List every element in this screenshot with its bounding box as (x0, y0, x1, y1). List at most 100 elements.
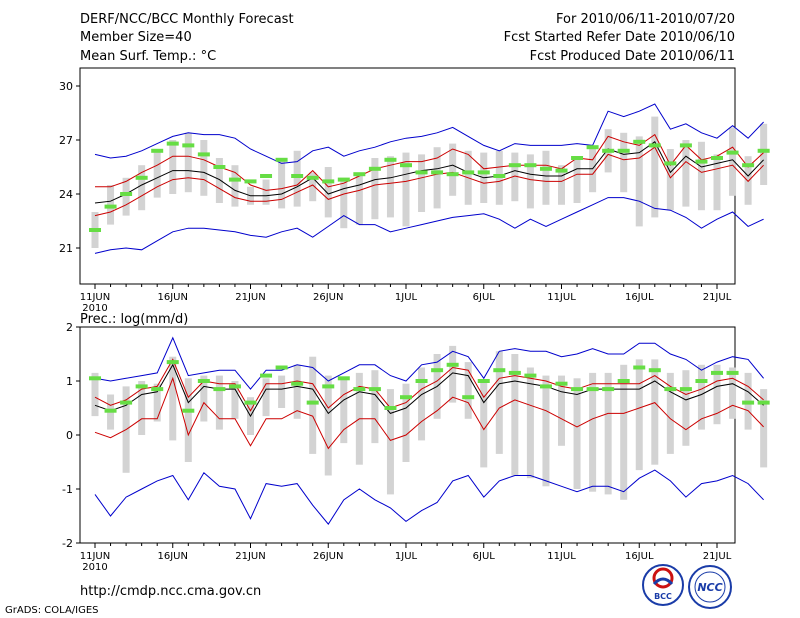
temperature-range-bar (666, 149, 674, 211)
precipitation-x-tick-label: 16JUN (158, 551, 188, 562)
precipitation-observed-mark (291, 381, 304, 386)
temperature-observed-mark (462, 170, 475, 175)
precipitation-observed-mark (633, 365, 646, 370)
temperature-observed-mark (648, 143, 661, 148)
temperature-observed-mark (695, 159, 708, 164)
precipitation-y-tick-label: 1 (66, 375, 73, 388)
precipitation-observed-mark (322, 384, 335, 389)
temperature-observed-mark (89, 228, 101, 232)
bcc-logo: BCC (642, 564, 684, 606)
grads-credit: GrADS: COLA/IGES (5, 605, 99, 616)
temperature-observed-mark (151, 148, 164, 153)
temperature-range-bar (278, 161, 286, 209)
precipitation-range-bar (464, 362, 472, 419)
temperature-range-bar (371, 158, 379, 220)
temperature-range-bar (386, 156, 394, 218)
precipitation-observed-mark (275, 365, 288, 370)
precipitation-observed-mark (415, 379, 428, 383)
precipitation-mean-line (94, 363, 764, 418)
precipitation-observed-mark (555, 381, 568, 386)
precipitation-observed-mark (400, 395, 412, 400)
temperature-observed-mark (524, 163, 537, 168)
precipitation-range-bar (309, 356, 317, 454)
precipitation-observed-mark (757, 400, 770, 405)
precipitation-observed-mark (508, 370, 521, 375)
temperature-range-bar (231, 165, 239, 207)
temperature-y-tick-label: 21 (59, 242, 73, 255)
precipitation-observed-mark (446, 362, 459, 367)
temperature-observed-mark (135, 175, 148, 180)
temperature-range-bar (744, 156, 752, 205)
precipitation-observed-mark (120, 400, 133, 405)
precipitation-observed-mark (648, 368, 661, 373)
temperature-observed-mark (197, 152, 210, 157)
temperature-observed-mark (213, 165, 226, 169)
precipitation-y-tick-label: -2 (62, 537, 73, 550)
temperature-observed-mark (586, 145, 599, 150)
variable-label: Mean Surf. Temp.: °C (80, 49, 216, 64)
temperature-observed-mark (182, 143, 195, 148)
temperature-range-bar (215, 158, 223, 203)
temperature-observed-mark (431, 170, 444, 175)
temperature-range-bar (589, 149, 597, 193)
precipitation-x-tick-label: 11JUN (80, 551, 110, 562)
precipitation-y-tick-label: 2 (66, 321, 73, 334)
temperature-max-line (94, 103, 764, 164)
temperature-range-bar (511, 152, 519, 202)
precipitation-range-bar (231, 381, 239, 419)
source-url[interactable]: http://cmdp.ncc.cma.gov.cn (80, 584, 261, 599)
temperature-observed-mark (166, 141, 179, 146)
forecast-period-label: For 2010/06/11-2010/07/20 (556, 12, 735, 27)
precipitation-range-bar (262, 378, 270, 417)
precipitation-observed-mark (228, 384, 241, 389)
precipitation-range-bar (340, 378, 348, 444)
precipitation-range-bar (589, 372, 597, 492)
precipitation-observed-marks (89, 360, 770, 413)
temperature-observed-mark (508, 163, 521, 168)
precipitation-observed-mark (571, 387, 584, 392)
ncc-logo: NCC (688, 565, 732, 609)
precipitation-observed-mark (260, 373, 273, 378)
temperature-x-tick-label: 16JUN (158, 292, 188, 303)
temperature-observed-mark (120, 192, 133, 196)
temperature-observed-mark (493, 174, 506, 178)
precipitation-observed-mark (135, 384, 148, 389)
precipitation-observed-mark (477, 379, 490, 383)
precipitation-observed-mark (166, 360, 179, 365)
precipitation-observed-mark (368, 387, 381, 392)
precipitation-range-bar (760, 389, 768, 468)
chart-title: DERF/NCC/BCC Monthly Forecast (80, 12, 294, 27)
precipitation-observed-mark (539, 384, 552, 389)
precip-variable-label: Prec.: log(mm/d) (80, 312, 188, 327)
member-size-label: Member Size=40 (80, 30, 192, 45)
precipitation-x-tick-label: 26JUN (313, 551, 343, 562)
temperature-range-bar (418, 154, 426, 212)
svg-text:BCC: BCC (654, 592, 672, 601)
precipitation-observed-mark (353, 387, 366, 392)
precipitation-range-bar (666, 372, 674, 454)
temperature-observed-mark (602, 148, 615, 153)
precipitation-observed-mark (711, 370, 723, 375)
temperature-observed-mark (742, 163, 755, 168)
produced-date-label: Fcst Produced Date 2010/06/11 (530, 49, 735, 64)
temperature-observed-mark (244, 179, 257, 184)
temperature-range-bar (526, 154, 534, 209)
precipitation-range-bar (542, 375, 550, 487)
temperature-min-line (94, 197, 764, 254)
temperature-observed-mark (571, 156, 584, 160)
temperature-observed-mark (400, 163, 412, 168)
precipitation-observed-mark (244, 400, 257, 405)
precipitation-observed-mark (679, 387, 692, 392)
temperature-x-tick-label: 26JUN (313, 292, 343, 303)
temperature-observed-mark (711, 156, 723, 160)
precipitation-range-bar (697, 364, 705, 430)
temperature-observed-mark (368, 166, 381, 171)
precipitation-range-bar (386, 389, 394, 495)
temperature-range-bar (402, 152, 410, 227)
temperature-range-bar (324, 167, 332, 218)
temperature-range-bar (651, 116, 659, 218)
precipitation-series-lines (94, 336, 764, 525)
temperature-observed-mark (322, 179, 335, 184)
precipitation-range-bar (495, 351, 503, 454)
precipitation-observed-mark (586, 387, 599, 392)
